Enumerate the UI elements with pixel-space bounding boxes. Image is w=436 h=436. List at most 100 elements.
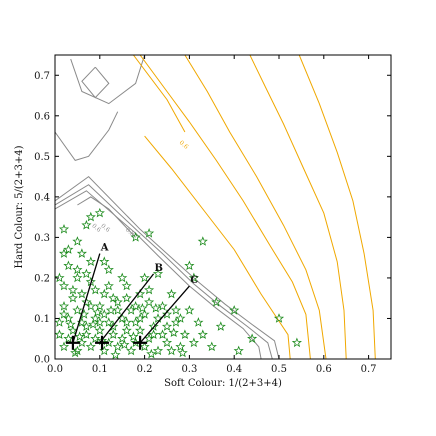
data-point: [184, 260, 195, 271]
x-tick-label: 0.5: [271, 364, 287, 375]
y-tick-label: 0.7: [34, 71, 50, 82]
data-point: [135, 325, 146, 335]
y-tick-label: 0.3: [34, 233, 50, 244]
data-point: [188, 272, 199, 283]
data-point: [58, 300, 70, 311]
data-point: [117, 333, 128, 344]
orange-contour-line: [184, 55, 327, 359]
data-point: [88, 319, 99, 329]
data-point: [108, 329, 119, 339]
data-point: [144, 333, 155, 344]
data-point: [103, 264, 114, 275]
data-point: [90, 313, 101, 323]
orange-contour-line: [298, 55, 376, 359]
track-c-line: [139, 285, 190, 344]
data-point: [121, 292, 132, 303]
x-axis: 0.0 0.1 0.2 0.3 0.4 0.5 0.6 0.7: [47, 55, 377, 375]
data-point: [76, 248, 87, 258]
data-point: [74, 331, 85, 342]
data-point: [79, 309, 90, 319]
data-point: [179, 329, 190, 339]
y-tick-label: 0.5: [34, 152, 50, 163]
data-point: [76, 337, 87, 348]
data-point: [161, 309, 173, 319]
data-point: [157, 329, 168, 339]
gray-contour-line: [55, 184, 273, 359]
data-point: [65, 319, 76, 329]
data-point: [135, 288, 146, 299]
data-point: [206, 341, 217, 352]
plot-frame: [54, 54, 392, 360]
data-point: [94, 317, 105, 327]
data-point: [152, 345, 164, 356]
x-axis-label: Soft Colour: 1/(2+3+4): [164, 378, 282, 389]
data-point: [144, 284, 155, 295]
cross-markers: [65, 335, 148, 350]
data-point: [175, 313, 186, 323]
data-point: [211, 296, 222, 307]
data-point: [144, 227, 155, 238]
data-point: [161, 321, 173, 331]
x-tick-label: 0.7: [361, 364, 377, 375]
data-point: [152, 268, 164, 279]
cross-marker: [65, 335, 80, 350]
data-point: [121, 325, 132, 335]
data-point: [70, 347, 81, 358]
gray-contour-line: [55, 111, 119, 161]
data-point: [166, 345, 177, 356]
data-point: [92, 307, 103, 317]
data-point: [76, 288, 87, 299]
data-point: [152, 313, 164, 323]
data-point: [72, 236, 83, 246]
data-point: [58, 280, 70, 291]
orange-contour-line: [144, 135, 291, 359]
data-point: [90, 333, 101, 344]
data-point: [110, 349, 121, 359]
data-point: [63, 260, 74, 271]
data-point: [94, 325, 105, 335]
orange-contours: [133, 55, 376, 359]
contour-label: 0.6: [99, 222, 111, 234]
x-tick-label: 0.3: [181, 364, 197, 375]
data-point: [177, 347, 188, 358]
gray-contour-line: [77, 196, 136, 238]
tracks: A B C: [72, 243, 198, 344]
data-point: [55, 272, 65, 283]
data-point: [85, 341, 96, 352]
data-point: [85, 211, 96, 222]
data-point: [150, 303, 161, 313]
data-point: [139, 272, 150, 283]
y-tick-label: 0.6: [34, 111, 50, 122]
data-point: [146, 348, 157, 359]
data-point: [81, 296, 92, 307]
data-point: [139, 341, 150, 352]
gray-contour-line: [70, 55, 146, 105]
x-tick-label: 0.6: [316, 364, 332, 375]
data-point: [130, 232, 141, 242]
orange-contour-line: [139, 55, 311, 359]
data-point: [103, 337, 114, 348]
data-point: [291, 337, 302, 348]
gray-contour-line: [55, 175, 280, 359]
x-tick-label: 0.0: [47, 364, 63, 375]
y-axis-label: Hard Colour: 5/(2+3+4): [14, 145, 25, 268]
data-point: [55, 317, 65, 327]
data-point: [58, 309, 70, 319]
data-point: [247, 333, 258, 344]
data-point: [99, 256, 110, 267]
data-point: [121, 317, 132, 327]
data-point: [58, 223, 70, 234]
data-point: [233, 345, 244, 356]
data-point: [121, 280, 132, 291]
data-point: [72, 305, 83, 315]
data-point: [67, 325, 78, 335]
data-point: [63, 333, 74, 344]
data-point: [197, 329, 208, 339]
x-tick-label: 0.4: [226, 364, 242, 375]
track-a-line: [72, 253, 101, 343]
data-point: [81, 321, 92, 331]
data-point: [67, 284, 78, 295]
orange-contour-line: [133, 55, 186, 133]
data-point: [90, 284, 101, 295]
data-point: [105, 305, 117, 315]
